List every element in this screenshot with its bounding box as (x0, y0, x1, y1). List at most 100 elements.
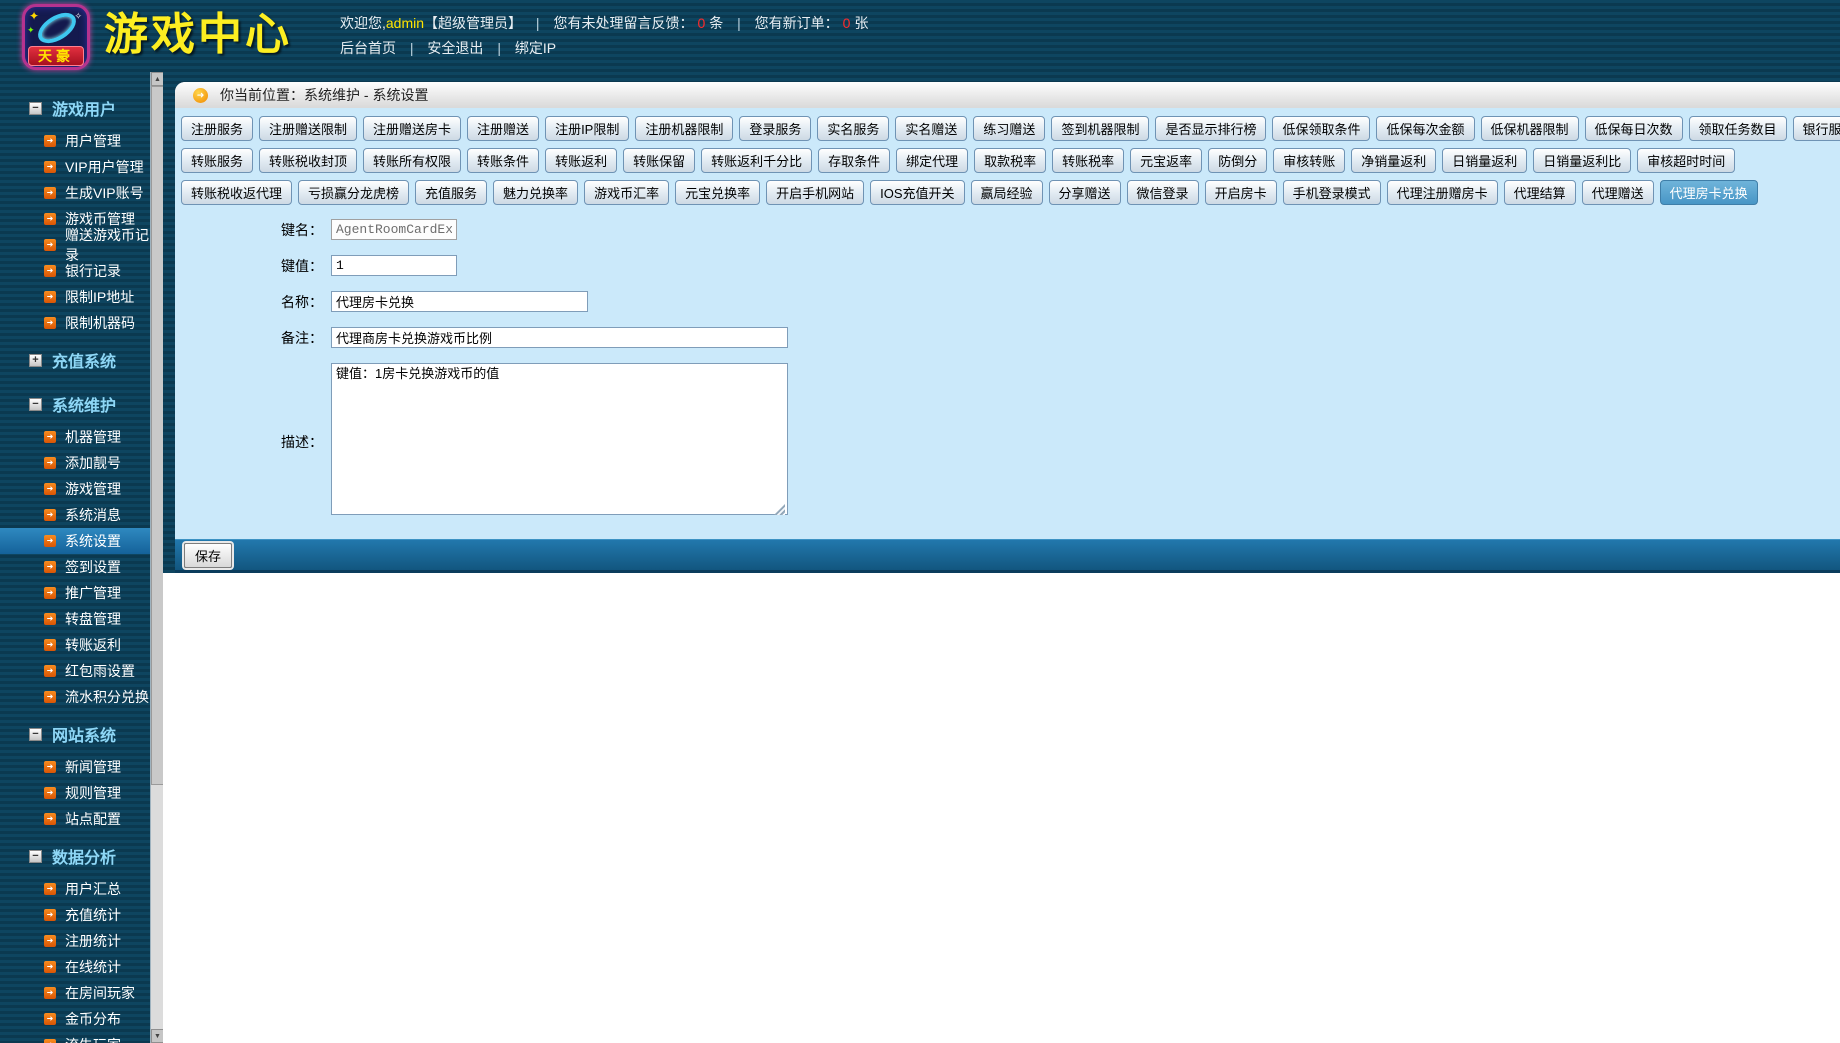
tab-button[interactable]: 绑定代理 (896, 148, 969, 173)
sidebar-item[interactable]: ➜ 添加靓号 (0, 450, 150, 476)
name-field[interactable] (331, 291, 588, 312)
tab-button[interactable]: 赢局经验 (970, 180, 1043, 205)
tab-button[interactable]: 手机登录模式 (1282, 180, 1381, 205)
save-button[interactable]: 保存 (184, 542, 233, 568)
tab-button[interactable]: 转账所有权限 (363, 148, 462, 173)
tab-button[interactable]: 低保每次金额 (1376, 116, 1475, 141)
sidebar-section-header[interactable]: − 游戏用户 (0, 88, 150, 128)
minus-box-icon[interactable]: − (29, 101, 42, 115)
tab-button[interactable]: 存取条件 (818, 148, 891, 173)
tab-button[interactable]: 转账返利 (545, 148, 618, 173)
tab-button[interactable]: 实名服务 (817, 116, 890, 141)
tab-button[interactable]: 微信登录 (1126, 180, 1199, 205)
sidebar-item[interactable]: ➜ 新闻管理 (0, 754, 150, 780)
tab-button[interactable]: 注册赠送 (467, 116, 540, 141)
sidebar-item[interactable]: ➜ 游戏币管理 (0, 206, 150, 232)
link-logout[interactable]: 安全退出 (427, 40, 484, 56)
sidebar-item[interactable]: ➜ 红包雨设置 (0, 658, 150, 684)
tab-button[interactable]: 元宝兑换率 (675, 180, 761, 205)
tab-button[interactable]: 转账条件 (467, 148, 540, 173)
link-home[interactable]: 后台首页 (340, 40, 396, 56)
sidebar-item[interactable]: ➜ 注册统计 (0, 928, 150, 954)
tab-button[interactable]: 银行服务 (1792, 116, 1840, 141)
sidebar-item[interactable]: ➜ 系统消息 (0, 502, 150, 528)
plus-box-icon[interactable]: + (29, 353, 42, 367)
sidebar-item[interactable]: ➜ 限制IP地址 (0, 284, 150, 310)
sidebar-section-header[interactable]: − 网站系统 (0, 714, 150, 754)
tab-button[interactable]: 转账税收封顶 (259, 148, 358, 173)
remark-field[interactable] (331, 327, 788, 348)
tab-button[interactable]: 游戏币汇率 (584, 180, 670, 205)
tab-button[interactable]: 取款税率 (974, 148, 1047, 173)
tab-button[interactable]: 低保每日次数 (1584, 116, 1683, 141)
sidebar-item[interactable]: ➜ 流失玩家 (0, 1032, 150, 1043)
tab-button[interactable]: 登录服务 (739, 116, 812, 141)
sidebar-item[interactable]: ➜ 推广管理 (0, 580, 150, 606)
sidebar-item[interactable]: ➜ 签到设置 (0, 554, 150, 580)
sidebar-item[interactable]: ➜ 生成VIP账号 (0, 180, 150, 206)
sidebar-item[interactable]: ➜ 转账返利 (0, 632, 150, 658)
sidebar-item[interactable]: ➜ 用户管理 (0, 128, 150, 154)
sidebar-item[interactable]: ➜ 流水积分兑换 (0, 684, 150, 710)
scrollbar-thumb[interactable] (151, 86, 163, 786)
tab-button[interactable]: 注册赠送房卡 (363, 116, 462, 141)
scroll-up-icon[interactable]: ▲ (151, 72, 163, 86)
tab-button[interactable]: 转账返利千分比 (701, 148, 813, 173)
sidebar-item[interactable]: ➜ 在房间玩家 (0, 980, 150, 1006)
link-bind-ip[interactable]: 绑定IP (514, 40, 557, 56)
tab-button[interactable]: 代理赠送 (1581, 180, 1654, 205)
resize-grip-icon[interactable] (774, 504, 785, 515)
tab-button[interactable]: 日销量返利比 (1533, 148, 1632, 173)
tab-button[interactable]: 分享赠送 (1048, 180, 1121, 205)
tab-button[interactable]: 净销量返利 (1351, 148, 1437, 173)
tab-button[interactable]: 实名赠送 (895, 116, 968, 141)
sidebar-item[interactable]: ➜ 规则管理 (0, 780, 150, 806)
tab-button[interactable]: 低保领取条件 (1272, 116, 1371, 141)
tab-button[interactable]: 开启手机网站 (766, 180, 865, 205)
sidebar-item[interactable]: ➜ 限制机器码 (0, 310, 150, 336)
minus-box-icon[interactable]: − (29, 397, 42, 411)
sidebar-section-header[interactable]: − 系统维护 (0, 384, 150, 424)
tab-button[interactable]: 开启房卡 (1204, 180, 1277, 205)
tab-button[interactable]: IOS充值开关 (870, 180, 965, 205)
sidebar-item[interactable]: ➜ 站点配置 (0, 806, 150, 832)
tab-button[interactable]: 注册机器限制 (635, 116, 734, 141)
tab-button[interactable]: 亏损赢分龙虎榜 (298, 180, 410, 205)
tab-button[interactable]: 代理注册赠房卡 (1386, 180, 1498, 205)
tab-button[interactable]: 低保机器限制 (1480, 116, 1579, 141)
sidebar-item[interactable]: ➜ 用户汇总 (0, 876, 150, 902)
tab-button[interactable]: 是否显示排行榜 (1155, 116, 1267, 141)
tab-button[interactable]: 练习赠送 (973, 116, 1046, 141)
description-field[interactable]: 键值：1房卡兑换游戏币的值 (331, 363, 788, 515)
tab-button[interactable]: 注册服务 (181, 116, 254, 141)
minus-box-icon[interactable]: − (29, 727, 42, 741)
sidebar-scrollbar[interactable]: ▲ ▼ (150, 72, 163, 1043)
sidebar-item[interactable]: ➜ 系统设置 (0, 528, 150, 554)
tab-button[interactable]: 代理房卡兑换 (1659, 180, 1758, 205)
tab-button[interactable]: 日销量返利 (1442, 148, 1528, 173)
sidebar-item[interactable]: ➜ VIP用户管理 (0, 154, 150, 180)
scroll-down-icon[interactable]: ▼ (151, 1029, 163, 1043)
tab-button[interactable]: 审核转账 (1273, 148, 1346, 173)
tab-button[interactable]: 转账税率 (1052, 148, 1125, 173)
tab-button[interactable]: 充值服务 (415, 180, 488, 205)
key-value-field[interactable] (331, 255, 457, 276)
sidebar-item[interactable]: ➜ 金币分布 (0, 1006, 150, 1032)
sidebar-item[interactable]: ➜ 游戏管理 (0, 476, 150, 502)
tab-button[interactable]: 签到机器限制 (1051, 116, 1150, 141)
sidebar-item[interactable]: ➜ 转盘管理 (0, 606, 150, 632)
tab-button[interactable]: 审核超时时间 (1637, 148, 1736, 173)
minus-box-icon[interactable]: − (29, 849, 42, 863)
tab-button[interactable]: 防倒分 (1208, 148, 1268, 173)
tab-button[interactable]: 代理结算 (1503, 180, 1576, 205)
sidebar-item[interactable]: ➜ 机器管理 (0, 424, 150, 450)
tab-button[interactable]: 转账税收返代理 (181, 180, 293, 205)
tab-button[interactable]: 转账保留 (623, 148, 696, 173)
sidebar-item[interactable]: ➜ 在线统计 (0, 954, 150, 980)
tab-button[interactable]: 元宝返率 (1130, 148, 1203, 173)
tab-button[interactable]: 魅力兑换率 (493, 180, 579, 205)
sidebar-item[interactable]: ➜ 赠送游戏币记录 (0, 227, 150, 263)
sidebar-item[interactable]: ➜ 银行记录 (0, 258, 150, 284)
sidebar-section-header[interactable]: − 数据分析 (0, 836, 150, 876)
tab-button[interactable]: 领取任务数目 (1688, 116, 1787, 141)
